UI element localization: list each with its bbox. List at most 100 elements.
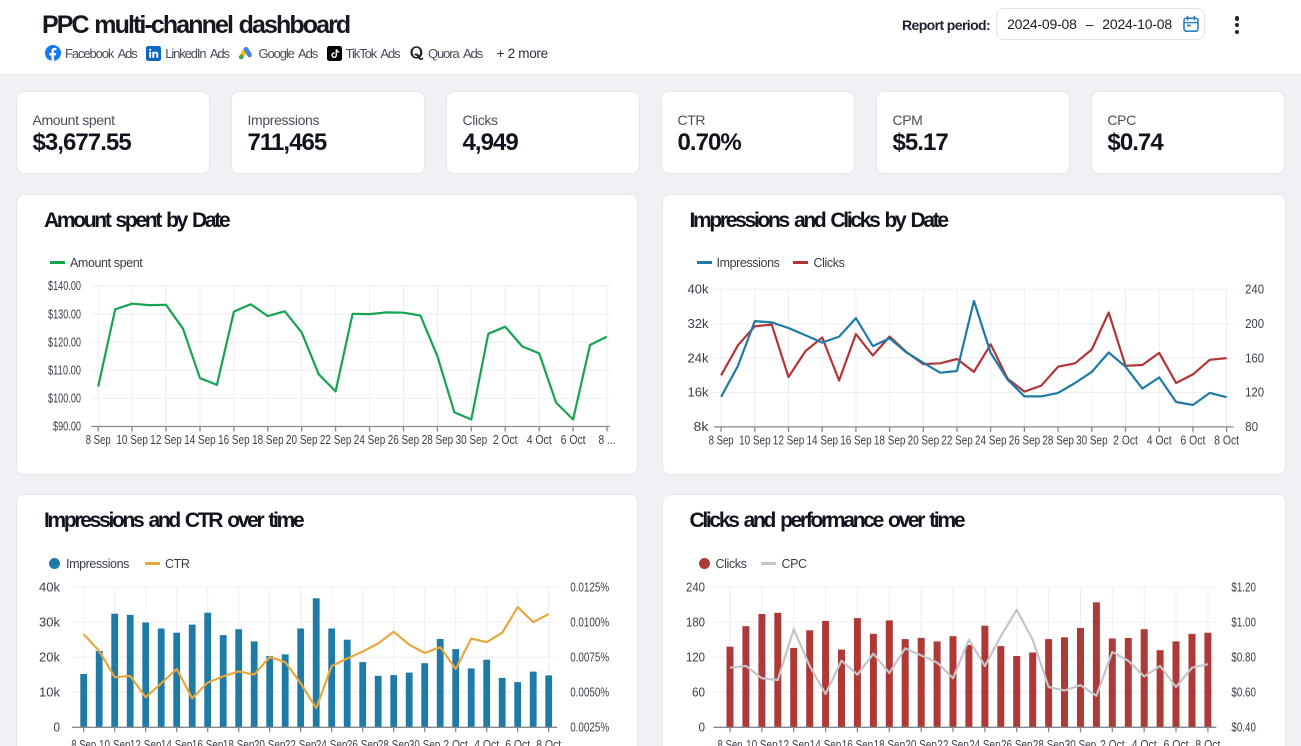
svg-text:8 Sep: 8 Sep xyxy=(708,433,733,447)
svg-text:8 Sep: 8 Sep xyxy=(717,737,742,746)
svg-text:6 Oct: 6 Oct xyxy=(1180,433,1205,447)
svg-text:16 Sep: 16 Sep xyxy=(192,737,224,746)
svg-text:28 Sep: 28 Sep xyxy=(378,737,410,746)
svg-text:24 Sep: 24 Sep xyxy=(354,433,386,447)
svg-text:22 Sep: 22 Sep xyxy=(941,433,973,447)
svg-text:$0.40: $0.40 xyxy=(1231,720,1256,734)
svg-text:0.0025%: 0.0025% xyxy=(570,720,609,734)
svg-text:40k: 40k xyxy=(687,282,709,296)
svg-text:12 Sep: 12 Sep xyxy=(778,737,810,746)
svg-text:20 Sep: 20 Sep xyxy=(905,737,937,746)
svg-text:24 Sep: 24 Sep xyxy=(316,737,348,746)
svg-text:14 Sep: 14 Sep xyxy=(809,737,841,746)
svg-text:12 Sep: 12 Sep xyxy=(130,737,162,746)
svg-text:30 Sep: 30 Sep xyxy=(1064,737,1096,746)
svg-text:26 Sep: 26 Sep xyxy=(388,433,420,447)
svg-text:10 Sep: 10 Sep xyxy=(739,433,771,447)
svg-text:8k: 8k xyxy=(693,420,709,434)
svg-text:0.0125%: 0.0125% xyxy=(570,580,609,594)
svg-text:32k: 32k xyxy=(687,316,709,330)
svg-text:16 Sep: 16 Sep xyxy=(218,433,250,447)
svg-text:20 Sep: 20 Sep xyxy=(254,737,286,746)
svg-text:10 Sep: 10 Sep xyxy=(746,737,778,746)
svg-text:60: 60 xyxy=(692,685,705,699)
svg-text:6 Oct: 6 Oct xyxy=(505,737,530,746)
svg-text:4 Oct: 4 Oct xyxy=(474,737,499,746)
svg-text:2 Oct: 2 Oct xyxy=(493,433,518,447)
svg-text:26 Sep: 26 Sep xyxy=(1001,737,1033,746)
svg-text:$100.00: $100.00 xyxy=(48,391,81,405)
svg-text:0.0075%: 0.0075% xyxy=(570,650,609,664)
svg-text:18 Sep: 18 Sep xyxy=(873,433,905,447)
svg-text:30 Sep: 30 Sep xyxy=(456,433,488,447)
svg-text:$0.80: $0.80 xyxy=(1231,650,1256,664)
svg-text:14 Sep: 14 Sep xyxy=(806,433,838,447)
svg-text:240: 240 xyxy=(1245,282,1264,296)
svg-text:4 Oct: 4 Oct xyxy=(1146,433,1171,447)
svg-text:20 Sep: 20 Sep xyxy=(286,433,318,447)
svg-text:$140.00: $140.00 xyxy=(48,279,81,293)
svg-text:26 Sep: 26 Sep xyxy=(1008,433,1040,447)
svg-text:$130.00: $130.00 xyxy=(48,307,81,321)
svg-text:18 Sep: 18 Sep xyxy=(252,433,284,447)
svg-text:24 Sep: 24 Sep xyxy=(975,433,1007,447)
svg-text:6 Oct: 6 Oct xyxy=(1163,737,1188,746)
svg-text:6 Oct: 6 Oct xyxy=(561,433,586,447)
svg-text:30 Sep: 30 Sep xyxy=(1076,433,1108,447)
svg-text:240: 240 xyxy=(686,580,705,594)
svg-text:8 Sep: 8 Sep xyxy=(86,433,111,447)
svg-text:$1.00: $1.00 xyxy=(1231,615,1256,629)
svg-text:8 Sep: 8 Sep xyxy=(71,737,96,746)
svg-text:40k: 40k xyxy=(39,580,61,594)
svg-text:22 Sep: 22 Sep xyxy=(320,433,352,447)
svg-text:14 Sep: 14 Sep xyxy=(161,737,193,746)
svg-text:16k: 16k xyxy=(687,385,709,399)
svg-text:0.0100%: 0.0100% xyxy=(570,615,609,629)
svg-text:30k: 30k xyxy=(39,615,61,629)
svg-text:12 Sep: 12 Sep xyxy=(772,433,804,447)
svg-text:2 Oct: 2 Oct xyxy=(443,737,468,746)
svg-text:160: 160 xyxy=(1245,351,1264,365)
svg-text:22 Sep: 22 Sep xyxy=(937,737,969,746)
svg-text:0: 0 xyxy=(54,720,61,734)
svg-text:10 Sep: 10 Sep xyxy=(116,433,148,447)
svg-text:120: 120 xyxy=(1245,385,1264,399)
svg-text:8 Oct: 8 Oct xyxy=(1195,737,1220,746)
svg-text:180: 180 xyxy=(686,615,705,629)
svg-text:28 Sep: 28 Sep xyxy=(1042,433,1074,447)
svg-text:16 Sep: 16 Sep xyxy=(840,433,872,447)
svg-text:20k: 20k xyxy=(39,650,61,664)
svg-text:24 Sep: 24 Sep xyxy=(969,737,1001,746)
svg-text:$110.00: $110.00 xyxy=(48,363,81,377)
svg-text:18 Sep: 18 Sep xyxy=(873,737,905,746)
svg-text:120: 120 xyxy=(686,650,705,664)
svg-text:0.0050%: 0.0050% xyxy=(570,685,609,699)
svg-text:16 Sep: 16 Sep xyxy=(841,737,873,746)
svg-text:10k: 10k xyxy=(39,685,61,699)
svg-text:4 Oct: 4 Oct xyxy=(1131,737,1156,746)
svg-text:200: 200 xyxy=(1245,316,1264,330)
svg-text:10 Sep: 10 Sep xyxy=(99,737,131,746)
svg-text:24k: 24k xyxy=(687,351,709,365)
svg-text:28 Sep: 28 Sep xyxy=(1032,737,1064,746)
svg-text:26 Sep: 26 Sep xyxy=(347,737,379,746)
svg-text:$0.60: $0.60 xyxy=(1231,685,1256,699)
svg-text:18 Sep: 18 Sep xyxy=(223,737,255,746)
svg-text:22 Sep: 22 Sep xyxy=(285,737,317,746)
svg-text:$120.00: $120.00 xyxy=(48,335,81,349)
svg-text:0: 0 xyxy=(698,720,705,734)
svg-text:2 Oct: 2 Oct xyxy=(1100,737,1125,746)
svg-text:80: 80 xyxy=(1245,420,1258,434)
svg-text:8 ...: 8 ... xyxy=(599,433,616,447)
svg-text:$90.00: $90.00 xyxy=(53,419,81,433)
svg-text:20 Sep: 20 Sep xyxy=(907,433,939,447)
svg-text:14 Sep: 14 Sep xyxy=(184,433,216,447)
svg-text:8 Oct: 8 Oct xyxy=(1214,433,1239,447)
svg-text:28 Sep: 28 Sep xyxy=(422,433,454,447)
svg-text:12 Sep: 12 Sep xyxy=(150,433,182,447)
svg-text:4 Oct: 4 Oct xyxy=(527,433,552,447)
svg-text:$1.20: $1.20 xyxy=(1231,580,1256,594)
svg-text:30 Sep: 30 Sep xyxy=(409,737,441,746)
svg-text:8 Oct: 8 Oct xyxy=(536,737,561,746)
svg-text:2 Oct: 2 Oct xyxy=(1113,433,1138,447)
